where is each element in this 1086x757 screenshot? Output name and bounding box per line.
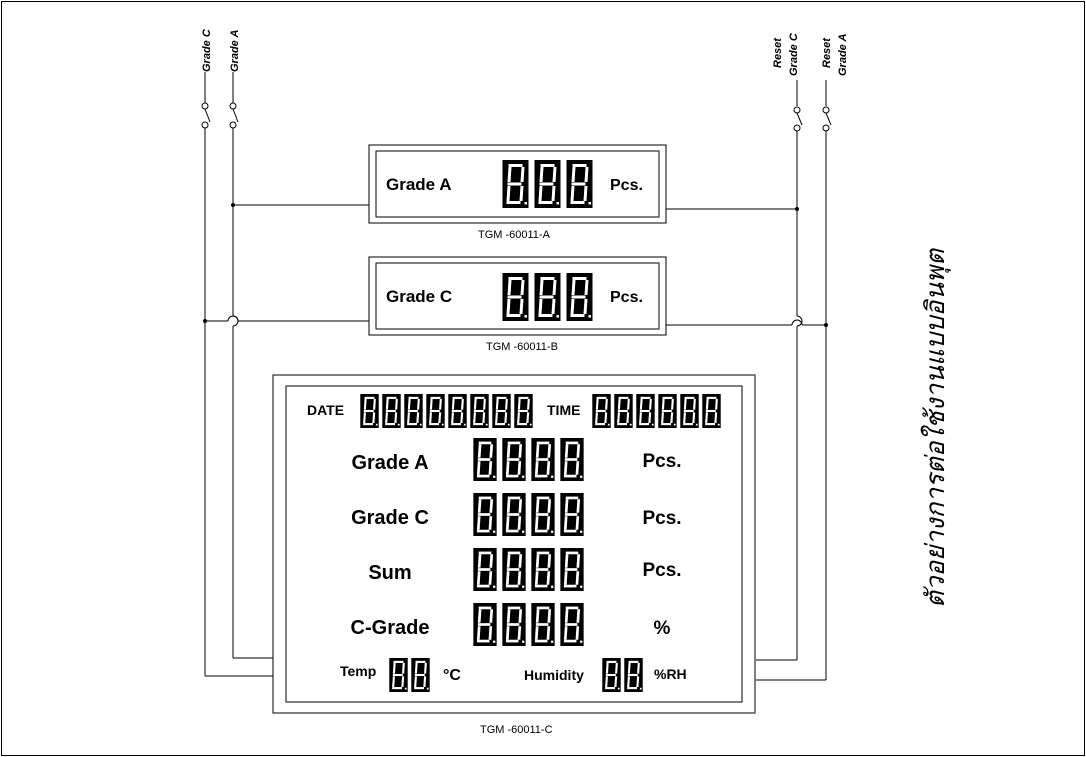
display-b-model: TGM -60011-B xyxy=(486,341,558,353)
row-unit-grade-c: Pcs. xyxy=(642,508,681,529)
row-unit-c-grade: % xyxy=(654,618,671,639)
display-b-digits xyxy=(502,273,593,321)
display-a-unit: Pcs. xyxy=(610,177,643,194)
date-label: DATE xyxy=(307,402,344,418)
display-c-model: TGM -60011-C xyxy=(480,724,553,736)
display-a-model: TGM -60011-A xyxy=(478,229,551,241)
display-c: DATE TIME Grade A Grade C Sum C-Grade Pc… xyxy=(272,374,756,736)
row-label-c-grade: C-Grade xyxy=(351,617,430,639)
switch-label-reset-c-line1: Reset xyxy=(772,37,784,68)
switch-label-reset-a-line2: Grade A xyxy=(837,34,849,76)
temp-unit: °C xyxy=(443,667,461,684)
switch-label-grade-c: Grade C xyxy=(201,28,213,72)
row-label-grade-a: Grade A xyxy=(351,452,428,474)
display-b-unit: Pcs. xyxy=(610,289,643,306)
row-unit-sum: Pcs. xyxy=(642,560,681,581)
time-label: TIME xyxy=(547,402,580,418)
display-a-label: Grade A xyxy=(386,175,452,194)
display-b: Grade C Pcs. TGM -60011-B xyxy=(368,256,667,353)
wiring xyxy=(201,72,832,681)
row-label-grade-c: Grade C xyxy=(351,507,429,529)
switch-label-grade-a: Grade A xyxy=(229,30,241,72)
temp-label: Temp xyxy=(340,663,376,679)
display-a: Grade A Pcs. TGM -60011-A xyxy=(368,144,667,241)
display-a-digits xyxy=(502,160,593,208)
humidity-label: Humidity xyxy=(524,667,584,683)
row-unit-grade-a: Pcs. xyxy=(642,451,681,472)
switch-label-reset-c-line2: Grade C xyxy=(788,32,800,76)
diagram-title: ตัวอย่างการต่อใช้งานแบบอินพุต xyxy=(920,248,951,608)
row-label-sum: Sum xyxy=(368,562,411,584)
humidity-unit: %RH xyxy=(654,666,687,682)
switch-label-reset-a-line1: Reset xyxy=(821,37,833,68)
display-b-label: Grade C xyxy=(386,287,452,306)
